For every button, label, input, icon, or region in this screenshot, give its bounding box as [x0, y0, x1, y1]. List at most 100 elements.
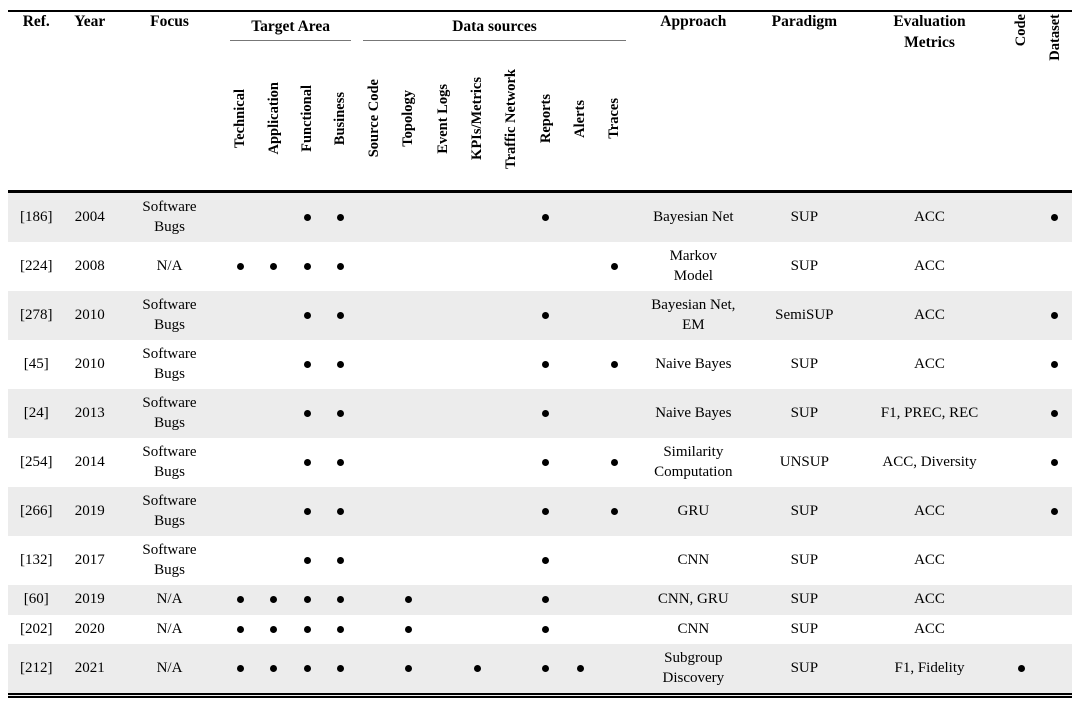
source-reports-cell	[529, 615, 563, 645]
source-source-code-cell	[357, 438, 391, 487]
table-row: [24] 2013 Software Bugs Naive Bayes SUP F1, P…	[8, 389, 1072, 438]
target-application-cell	[257, 585, 290, 615]
source-traffic-network-cell	[494, 615, 528, 645]
presence-dot	[337, 507, 345, 515]
target-application-cell	[257, 192, 290, 243]
presence-dot	[542, 311, 550, 319]
approach-cell: CNN, GRU	[657, 591, 729, 607]
code-cell	[1005, 291, 1037, 340]
table-header: Ref. Year Focus Target Area Data sources…	[8, 11, 1072, 193]
focus-cell: Software Bugs	[142, 542, 197, 578]
source-topology-cell	[392, 615, 426, 645]
dataset-cell	[1038, 389, 1072, 438]
source-topology-cell	[392, 644, 426, 696]
code-cell	[1005, 242, 1037, 291]
table-row: [266] 2019 Software Bugs GRU SUP ACC	[8, 487, 1072, 536]
code-cell	[1005, 644, 1037, 696]
paradigm-cell: SUP	[790, 591, 819, 607]
presence-dot	[337, 311, 345, 319]
presence-dot	[542, 213, 550, 221]
source-event-logs-cell	[426, 242, 460, 291]
presence-dot	[542, 409, 550, 417]
presence-dot	[270, 664, 278, 672]
target-technical-cell	[224, 585, 257, 615]
source-reports-cell	[529, 585, 563, 615]
source-kpis-metrics-cell	[460, 192, 494, 243]
presence-dot	[337, 360, 345, 368]
presence-dot	[303, 262, 311, 270]
source-event-logs-cell	[426, 615, 460, 645]
ref-cell: [45]	[23, 355, 49, 372]
header-rotated-row: Technical Application Functional Busines…	[8, 52, 1072, 193]
paradigm-cell: SUP	[790, 208, 819, 225]
presence-dot	[237, 596, 245, 604]
col-header-kpis-metrics: KPIs/Metrics	[460, 52, 495, 193]
source-topology-cell	[392, 487, 426, 536]
source-source-code-cell	[357, 291, 391, 340]
paradigm-cell: SUP	[790, 404, 819, 421]
approach-cell: Subgroup Discovery	[662, 650, 725, 686]
group-header-target-area: Target Area	[224, 11, 357, 52]
dataset-cell	[1038, 438, 1072, 487]
presence-dot	[337, 213, 345, 221]
target-functional-cell	[291, 487, 324, 536]
dataset-cell	[1038, 487, 1072, 536]
source-reports-cell	[529, 536, 563, 585]
presence-dot	[337, 458, 345, 466]
source-alerts-cell	[563, 389, 597, 438]
col-header-event-logs-label: Event Logs	[434, 83, 451, 154]
presence-dot	[1051, 360, 1059, 368]
source-kpis-metrics-cell	[460, 438, 494, 487]
paradigm-cell: SUP	[790, 355, 819, 372]
presence-dot	[405, 625, 413, 633]
target-business-cell	[324, 291, 357, 340]
group-label-data-sources: Data sources	[363, 18, 626, 41]
target-functional-cell	[291, 438, 324, 487]
source-alerts-cell	[563, 585, 597, 615]
year-cell: 2013	[74, 404, 105, 421]
presence-dot	[1051, 409, 1059, 417]
table-row: [254] 2014 Software Bugs Similarity Computa…	[8, 438, 1072, 487]
year-cell: 2010	[74, 355, 105, 372]
ref-cell: [60]	[23, 591, 49, 607]
approach-cell: Bayesian Net	[653, 208, 734, 225]
col-header-code-label: Code	[1013, 14, 1030, 47]
metrics-cell: ACC	[914, 306, 945, 323]
group-label-target-area: Target Area	[230, 18, 352, 41]
year-cell: 2017	[74, 551, 105, 568]
table-body: [186] 2004 Software Bugs Bayesian Net SUP ACC…	[8, 191, 1072, 696]
presence-dot	[542, 458, 550, 466]
source-topology-cell	[392, 291, 426, 340]
source-traces-cell	[597, 291, 631, 340]
presence-dot	[303, 664, 311, 672]
source-source-code-cell	[357, 536, 391, 585]
source-source-code-cell	[357, 242, 391, 291]
target-business-cell	[324, 487, 357, 536]
presence-dot	[1051, 311, 1059, 319]
presence-dot	[237, 664, 245, 672]
source-traces-cell	[597, 615, 631, 645]
presence-dot	[303, 556, 311, 564]
source-reports-cell	[529, 389, 563, 438]
target-technical-cell	[224, 242, 257, 291]
source-source-code-cell	[357, 389, 391, 438]
target-business-cell	[324, 615, 357, 645]
ref-cell: [254]	[20, 453, 53, 470]
presence-dot	[1051, 213, 1059, 221]
col-header-reports: Reports	[528, 52, 564, 193]
target-business-cell	[324, 585, 357, 615]
source-alerts-cell	[563, 438, 597, 487]
presence-dot	[542, 556, 550, 564]
target-application-cell	[257, 644, 290, 696]
col-header-business: Business	[323, 52, 358, 193]
target-technical-cell	[224, 340, 257, 389]
target-application-cell	[257, 487, 290, 536]
col-header-dataset-label: Dataset	[1046, 14, 1063, 61]
presence-dot	[270, 596, 278, 604]
source-topology-cell	[392, 242, 426, 291]
col-header-traffic-network: Traffic Network	[494, 52, 529, 193]
target-application-cell	[257, 340, 290, 389]
metrics-cell: ACC	[914, 551, 945, 568]
target-application-cell	[257, 536, 290, 585]
ref-cell: [278]	[20, 306, 53, 323]
